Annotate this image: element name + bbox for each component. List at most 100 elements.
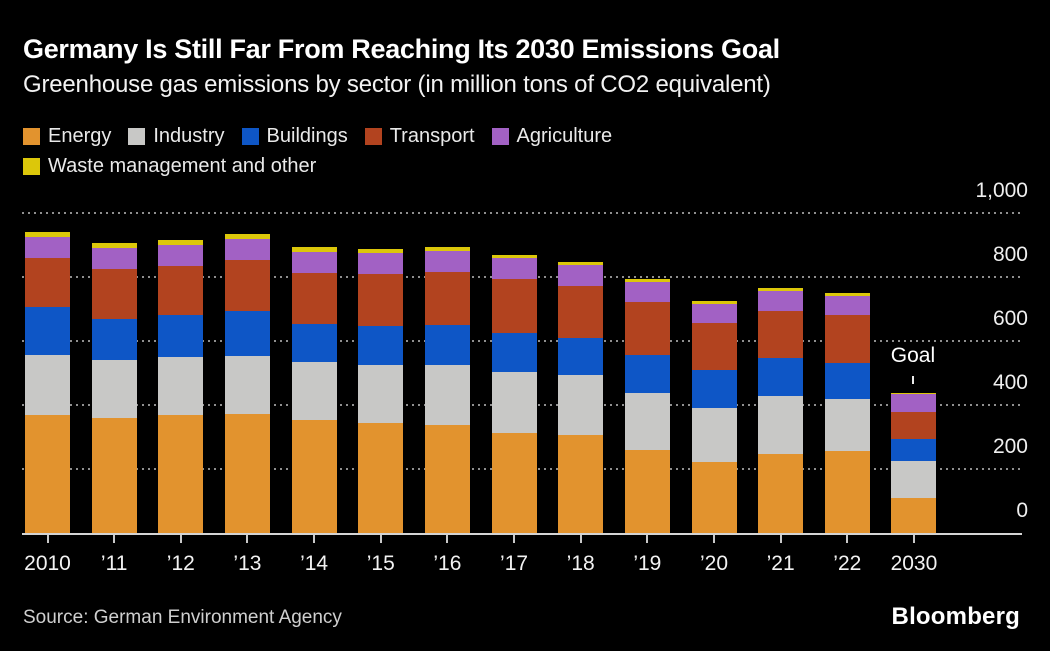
legend-item-transport: Transport — [364, 125, 475, 148]
x-axis-label-18: ’18 — [566, 552, 595, 575]
bar-segment-22-industry — [824, 398, 870, 452]
bar-segment-15-agriculture — [358, 252, 404, 275]
chart-title: Germany Is Still Far From Reaching Its 2… — [23, 34, 780, 64]
bar-segment-19-transport — [624, 302, 670, 355]
legend-label-buildings: Buildings — [266, 125, 348, 147]
legend-item-energy: Energy — [23, 125, 111, 148]
x-axis-tick-16 — [446, 534, 449, 543]
x-axis-tick-2030 — [912, 534, 915, 543]
bar-segment-21-transport — [758, 310, 804, 358]
bar-segment-18-agriculture — [558, 265, 604, 286]
bar-segment-19-waste-management-and-other — [624, 278, 670, 283]
bar-segment-21-industry — [758, 396, 804, 454]
bar-segment-21-agriculture — [758, 291, 804, 311]
x-axis-tick-2010 — [46, 534, 49, 543]
bar-segment-16-energy — [424, 424, 470, 533]
bar-segment-16-transport — [424, 272, 470, 325]
x-axis-label-2030: 2030 — [890, 552, 938, 575]
legend-row-2: Waste management and other — [23, 155, 316, 178]
bar-segment-2010-transport — [25, 258, 70, 308]
bar-segment-22-energy — [824, 451, 870, 533]
source-note: Source: German Environment Agency — [23, 607, 342, 628]
x-axis-line — [22, 533, 1022, 535]
gridline-1000 — [22, 212, 1022, 214]
bar-segment-21-energy — [758, 453, 804, 533]
x-axis-tick-17 — [513, 534, 516, 543]
bar-segment-12-energy — [158, 414, 204, 533]
bar-segment-14-agriculture — [291, 251, 337, 274]
legend-label-energy: Energy — [48, 125, 112, 147]
legend-item-industry: Industry — [128, 125, 225, 148]
bar-segment-2010-energy — [25, 414, 70, 533]
bar-segment-22-transport — [824, 315, 870, 363]
bar-segment-19-industry — [624, 393, 670, 451]
bar-segment-13-industry — [224, 355, 270, 414]
goal-annotation-pointer — [911, 376, 914, 384]
x-axis-label-11: ’11 — [100, 552, 128, 575]
x-axis-tick-20 — [713, 534, 715, 543]
bar-segment-11-transport — [91, 269, 137, 319]
chart-subtitle: Greenhouse gas emissions by sector (in m… — [23, 71, 771, 98]
bar-segment-11-agriculture — [91, 248, 137, 270]
bar-segment-12-buildings — [158, 315, 204, 358]
bar-segment-2010-agriculture — [25, 237, 70, 259]
y-axis-label-800: 800 — [992, 243, 1028, 266]
legend-label-transport: Transport — [389, 125, 475, 147]
bar-segment-11-buildings — [91, 318, 137, 360]
bar-segment-18-energy — [558, 435, 604, 533]
bar-segment-12-industry — [158, 357, 204, 415]
legend-swatch-agriculture — [491, 128, 509, 145]
bar-segment-12-waste-management-and-other — [158, 240, 204, 246]
legend-label-industry: Industry — [153, 125, 225, 147]
bar-segment-17-industry — [491, 372, 537, 433]
bar-segment-14-industry — [291, 362, 337, 420]
bar-segment-17-transport — [491, 279, 537, 333]
bar-segment-2030-buildings — [891, 439, 937, 461]
x-axis-label-15: ’15 — [366, 552, 395, 575]
bar-segment-20-industry — [691, 408, 737, 463]
bar-segment-11-industry — [91, 359, 137, 419]
bar-segment-19-buildings — [624, 354, 670, 394]
bar-segment-2030-industry — [891, 460, 937, 499]
bar-segment-16-agriculture — [424, 250, 470, 273]
x-axis-label-13: ’13 — [233, 552, 262, 575]
x-axis-tick-11 — [113, 534, 116, 543]
bar-segment-2010-buildings — [25, 307, 70, 355]
y-axis-label-400: 400 — [992, 371, 1028, 394]
bar-segment-14-transport — [291, 273, 337, 325]
bar-segment-18-industry — [558, 375, 604, 436]
bar-segment-19-agriculture — [624, 282, 670, 303]
bar-segment-20-waste-management-and-other — [691, 300, 737, 304]
bar-segment-15-energy — [358, 422, 404, 533]
bar-segment-16-buildings — [424, 325, 470, 366]
legend-swatch-energy — [23, 128, 40, 145]
bar-segment-17-energy — [491, 432, 537, 533]
x-axis-label-22: ’22 — [833, 552, 862, 575]
bar-segment-21-buildings — [758, 357, 804, 397]
bar-segment-12-agriculture — [158, 245, 204, 267]
x-axis-label-17: ’17 — [500, 552, 529, 575]
bar-segment-2030-agriculture — [891, 394, 937, 413]
bar-segment-11-energy — [91, 418, 137, 533]
bar-segment-20-transport — [691, 323, 737, 371]
bar-segment-12-transport — [158, 266, 204, 316]
legend-item-buildings: Buildings — [241, 125, 348, 148]
bar-segment-2010-industry — [25, 354, 70, 415]
bar-segment-14-energy — [291, 419, 337, 533]
bar-segment-13-energy — [224, 413, 270, 533]
bar-segment-17-agriculture — [491, 258, 537, 280]
bar-segment-17-buildings — [491, 333, 537, 373]
legend-item-agriculture: Agriculture — [491, 125, 612, 148]
bar-segment-20-agriculture — [691, 303, 737, 324]
bar-segment-19-energy — [624, 450, 670, 533]
bar-segment-13-agriculture — [224, 238, 270, 261]
x-axis-label-21: ’21 — [766, 552, 795, 575]
x-axis-tick-18 — [579, 534, 582, 543]
bar-segment-15-transport — [358, 274, 404, 326]
y-axis-label-200: 200 — [992, 435, 1028, 458]
legend-item-waste-management-and-other: Waste management and other — [23, 155, 316, 178]
bar-segment-2010-waste-management-and-other — [25, 231, 70, 238]
x-axis-label-14: ’14 — [300, 552, 329, 575]
x-axis-label-20: ’20 — [699, 552, 729, 575]
